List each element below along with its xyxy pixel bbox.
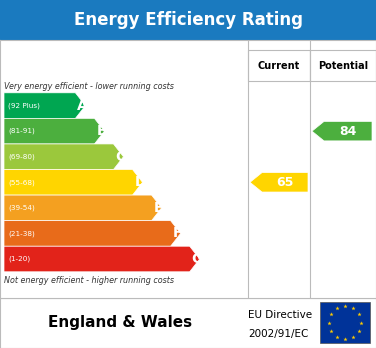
Polygon shape bbox=[4, 169, 143, 195]
Text: C: C bbox=[115, 150, 126, 164]
Text: (81-91): (81-91) bbox=[8, 128, 35, 134]
Text: (92 Plus): (92 Plus) bbox=[8, 102, 40, 109]
Polygon shape bbox=[250, 173, 308, 192]
Polygon shape bbox=[312, 121, 372, 141]
Text: E: E bbox=[153, 201, 163, 215]
Polygon shape bbox=[4, 118, 105, 144]
Text: Not energy efficient - higher running costs: Not energy efficient - higher running co… bbox=[4, 276, 174, 285]
Text: (1-20): (1-20) bbox=[8, 256, 30, 262]
Text: Potential: Potential bbox=[318, 61, 368, 71]
Text: (39-54): (39-54) bbox=[8, 205, 35, 211]
Polygon shape bbox=[4, 195, 162, 221]
FancyBboxPatch shape bbox=[320, 302, 370, 343]
Bar bbox=[310, 50, 376, 81]
Text: EU Directive: EU Directive bbox=[248, 310, 312, 320]
Text: B: B bbox=[96, 124, 107, 138]
Text: G: G bbox=[192, 252, 203, 266]
Bar bbox=[248, 50, 310, 81]
Text: 2002/91/EC: 2002/91/EC bbox=[248, 329, 308, 339]
Text: 65: 65 bbox=[276, 176, 294, 189]
Polygon shape bbox=[4, 246, 200, 272]
Text: (55-68): (55-68) bbox=[8, 179, 35, 185]
Text: Energy Efficiency Rating: Energy Efficiency Rating bbox=[73, 11, 303, 29]
Text: England & Wales: England & Wales bbox=[48, 315, 192, 330]
Text: D: D bbox=[135, 175, 146, 189]
Polygon shape bbox=[4, 144, 123, 169]
Text: Current: Current bbox=[258, 61, 300, 71]
Text: Very energy efficient - lower running costs: Very energy efficient - lower running co… bbox=[4, 82, 174, 91]
Polygon shape bbox=[4, 93, 85, 118]
Text: 84: 84 bbox=[339, 125, 357, 138]
Text: F: F bbox=[173, 227, 182, 240]
Text: A: A bbox=[77, 98, 88, 113]
Polygon shape bbox=[4, 221, 180, 246]
Text: (21-38): (21-38) bbox=[8, 230, 35, 237]
Text: (69-80): (69-80) bbox=[8, 153, 35, 160]
